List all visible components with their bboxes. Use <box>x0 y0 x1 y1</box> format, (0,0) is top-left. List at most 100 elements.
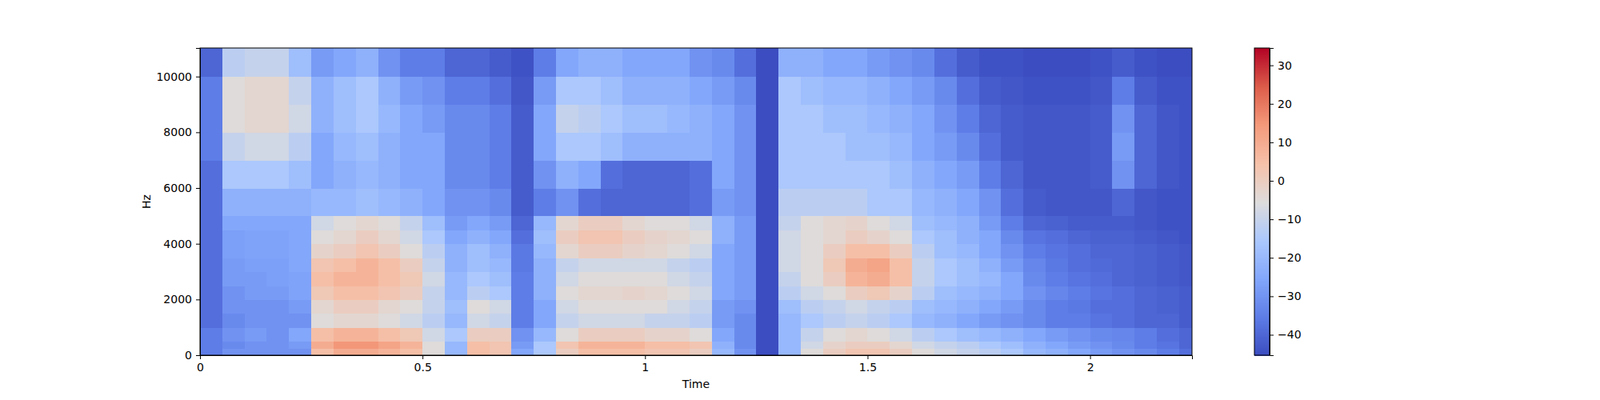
heatmap-cell <box>845 76 868 105</box>
heatmap-cell <box>356 76 379 105</box>
heatmap-cell <box>644 48 668 77</box>
heatmap-cell <box>422 132 445 160</box>
heatmap-cell <box>578 229 601 244</box>
heatmap-cell <box>1023 48 1046 77</box>
heatmap-cell <box>1134 272 1157 287</box>
heatmap-cell <box>333 160 356 188</box>
heatmap-cell <box>644 257 668 272</box>
heatmap-cell <box>712 132 735 160</box>
heatmap-cell <box>489 48 512 77</box>
heatmap-cell <box>712 229 735 244</box>
heatmap-cell <box>622 299 645 314</box>
heatmap-cell <box>1090 341 1113 349</box>
heatmap-cell <box>222 299 245 314</box>
heatmap-cell <box>823 48 846 77</box>
heatmap-cell <box>622 285 645 300</box>
heatmap-cell <box>511 229 534 244</box>
heatmap-cell <box>622 229 645 244</box>
heatmap-cell <box>778 299 801 314</box>
heatmap-cell <box>578 216 601 231</box>
heatmap-cell <box>1156 285 1180 300</box>
heatmap-cell <box>823 160 846 188</box>
heatmap-cell <box>1045 313 1068 328</box>
heatmap-cell <box>1090 160 1113 188</box>
heatmap-cell <box>489 244 512 259</box>
heatmap-cell <box>244 299 268 314</box>
tick-label: 8000 <box>163 125 192 139</box>
heatmap-cell <box>1112 272 1135 287</box>
heatmap-cell <box>689 76 712 105</box>
heatmap-cell <box>378 188 401 216</box>
heatmap-cell <box>1023 285 1046 300</box>
heatmap-cell <box>1179 132 1192 160</box>
heatmap-cell <box>1045 188 1068 216</box>
heatmap-cell <box>644 216 668 231</box>
heatmap-cell <box>578 188 601 216</box>
heatmap-cell <box>444 285 468 300</box>
heatmap-cell <box>1134 216 1157 231</box>
heatmap-cell <box>845 257 868 272</box>
heatmap-cell <box>400 257 423 272</box>
heatmap-cell <box>689 104 712 133</box>
heatmap-cell <box>689 257 712 272</box>
heatmap-cell <box>889 313 912 328</box>
heatmap-cell <box>333 229 356 244</box>
heatmap-cell <box>244 132 268 160</box>
heatmap-cell <box>400 104 423 133</box>
heatmap-cell <box>1134 104 1157 133</box>
heatmap-cell <box>1156 188 1180 216</box>
tick-mark <box>1269 65 1274 67</box>
heatmap-cell <box>1112 313 1135 328</box>
heatmap-cell <box>533 229 556 244</box>
heatmap-cell <box>1112 257 1135 272</box>
heatmap-cell <box>1023 348 1046 356</box>
heatmap-cell <box>1112 48 1135 77</box>
heatmap-cell <box>266 299 289 314</box>
heatmap-cell <box>912 160 935 188</box>
heatmap-cell <box>622 272 645 287</box>
heatmap-cell <box>956 313 980 328</box>
heatmap-cell <box>222 257 245 272</box>
heatmap-cell <box>1000 104 1024 133</box>
heatmap-cell <box>1045 244 1068 259</box>
heatmap-cell <box>889 327 912 342</box>
heatmap-cell <box>444 327 468 342</box>
heatmap-cell <box>979 76 1002 105</box>
heatmap-cell <box>1023 229 1046 244</box>
heatmap-cell <box>444 272 468 287</box>
heatmap-cell <box>1090 104 1113 133</box>
heatmap-cell <box>1134 229 1157 244</box>
heatmap-cell <box>1156 348 1180 356</box>
heatmap-cell <box>756 229 779 244</box>
heatmap-cell <box>1179 104 1192 133</box>
heatmap-cell <box>311 272 334 287</box>
heatmap-cell <box>734 104 757 133</box>
tick-mark <box>1269 334 1274 336</box>
heatmap-cell <box>1090 244 1113 259</box>
tick: 0 <box>196 355 204 374</box>
heatmap-cell <box>378 313 401 328</box>
heatmap-cell <box>689 348 712 356</box>
heatmap-cell <box>444 160 468 188</box>
heatmap-cell <box>333 341 356 349</box>
heatmap-cell <box>912 272 935 287</box>
heatmap-cell <box>1000 229 1024 244</box>
heatmap-cell <box>288 216 312 231</box>
heatmap-cell <box>845 188 868 216</box>
heatmap-cell <box>244 341 268 349</box>
heatmap-cell <box>244 160 268 188</box>
y-axis: 0200040006000800010000 <box>156 48 200 362</box>
heatmap-cell <box>912 132 935 160</box>
tick-mark <box>196 76 200 78</box>
heatmap-cell <box>200 257 223 272</box>
heatmap-cell <box>1179 244 1192 259</box>
heatmap-cell <box>578 272 601 287</box>
heatmap-cell <box>1134 76 1157 105</box>
heatmap-cell <box>400 160 423 188</box>
heatmap-cell <box>979 257 1002 272</box>
heatmap-cell <box>1000 313 1024 328</box>
heatmap-cell <box>356 272 379 287</box>
heatmap-cell <box>511 272 534 287</box>
heatmap-cell <box>956 216 980 231</box>
heatmap-cell <box>934 76 957 105</box>
